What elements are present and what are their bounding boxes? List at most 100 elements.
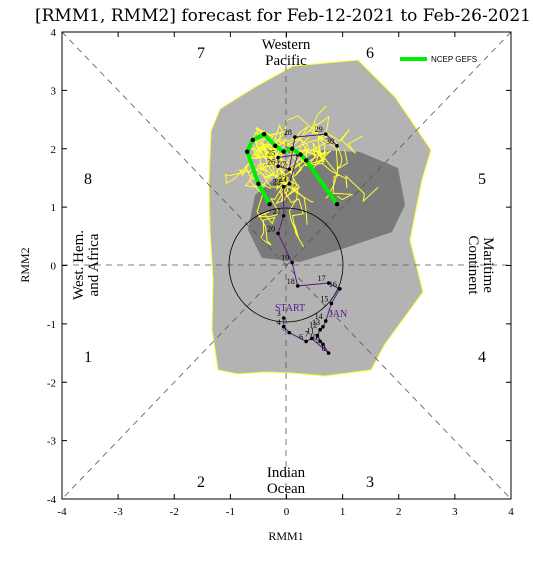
observed-point xyxy=(287,330,292,335)
observed-point xyxy=(335,144,339,148)
observed-point xyxy=(276,164,280,169)
phase-label-5: 5 xyxy=(478,171,486,188)
legend-label: NCEP GEFS xyxy=(431,55,477,64)
ensemble-member-line xyxy=(260,115,363,154)
x-tick-label: -3 xyxy=(114,506,124,518)
observed-point xyxy=(290,260,294,265)
y-tick-label: 1 xyxy=(51,202,57,214)
ensemble-member-line xyxy=(250,144,314,203)
observed-point xyxy=(315,333,320,338)
y-tick-label: 0 xyxy=(51,261,57,273)
region-top-line1: Western xyxy=(262,37,311,53)
phase-label-1: 1 xyxy=(84,349,92,366)
y-tick-label: -3 xyxy=(47,436,57,448)
observed-point xyxy=(281,316,286,320)
observed-day-label: 25 xyxy=(267,149,275,158)
observed-day-label: 9 xyxy=(316,335,320,344)
phase-label-2: 2 xyxy=(197,474,205,491)
observed-day-label: 18 xyxy=(287,277,295,286)
observed-day-label: 27 xyxy=(278,160,286,169)
chart-title: [RMM1, RMM2] forecast for Feb-12-2021 to… xyxy=(35,6,531,26)
region-bottom-line1: Indian xyxy=(267,465,306,481)
phase-label-7: 7 xyxy=(197,45,205,62)
reference-lines xyxy=(61,31,512,500)
x-axis-label: RMM1 xyxy=(268,529,303,543)
phase-label-4: 4 xyxy=(478,349,486,366)
ensemble-mean-point xyxy=(334,202,340,207)
observed-day-label: 26 xyxy=(267,157,275,166)
observed-day-label: 13 xyxy=(312,318,320,327)
ensemble-mean-point xyxy=(289,146,295,151)
observed-day-label: 16 xyxy=(329,280,337,289)
observed-track: 3456789101112131415161718192021222324252… xyxy=(267,125,342,355)
observed-point xyxy=(281,184,286,189)
unit-circle xyxy=(228,207,344,323)
y-tick-label: -1 xyxy=(47,319,56,331)
ensemble-mean-point xyxy=(298,152,303,157)
observed-point xyxy=(321,342,325,347)
ensemble-mean-point xyxy=(303,158,309,163)
observed-point xyxy=(287,167,292,171)
phase-label-3: 3 xyxy=(366,474,374,491)
x-tick-label: -2 xyxy=(170,506,179,518)
y-tick-label: -4 xyxy=(47,494,57,506)
observed-point xyxy=(321,324,325,329)
ensemble-mean-point xyxy=(256,181,261,186)
x-tick-label: 1 xyxy=(340,506,346,518)
observed-day-label: 7 xyxy=(305,329,309,338)
observed-point xyxy=(318,339,322,344)
observed-day-label: 10 xyxy=(309,332,317,341)
observed-point xyxy=(281,214,286,218)
ensemble-member-line xyxy=(248,164,276,246)
observed-point xyxy=(287,181,292,186)
observed-day-label: 5 xyxy=(282,324,286,333)
observed-point xyxy=(326,351,331,355)
observed-day-label: 12 xyxy=(309,321,317,330)
y-tick-label: 4 xyxy=(51,27,57,39)
x-tick-label: 2 xyxy=(396,506,402,518)
plot-area: 3456789101112131415161718192021222324252… xyxy=(61,31,512,500)
observed-day-label: 3 xyxy=(277,309,281,318)
observed-point xyxy=(318,327,322,332)
y-tick-label: 2 xyxy=(51,144,57,156)
ensemble-mean-point xyxy=(250,137,256,143)
observed-point xyxy=(304,339,308,344)
observed-day-label: 11 xyxy=(307,327,315,336)
observed-day-label: 19 xyxy=(281,254,289,263)
ensemble-mean-point xyxy=(273,143,278,149)
phase-label-8: 8 xyxy=(84,171,92,188)
region-left-line2: and Africa xyxy=(86,233,102,296)
observed-point xyxy=(309,336,314,341)
ensemble-mean-track xyxy=(245,131,340,207)
observed-day-label: 30 xyxy=(326,137,334,146)
observed-point xyxy=(326,281,331,285)
ensemble-member-line xyxy=(262,147,299,238)
observed-day-label: 20 xyxy=(267,224,275,233)
observed-point xyxy=(323,319,328,323)
region-left-line1: West. Hem. xyxy=(71,230,87,300)
x-tick-label: 3 xyxy=(452,506,458,518)
observed-day-label: 22 xyxy=(273,178,281,187)
ensemble-mean-point xyxy=(261,131,267,137)
month-label: JAN xyxy=(329,309,347,320)
observed-point xyxy=(338,287,342,291)
observed-point xyxy=(295,284,300,288)
observed-point xyxy=(293,135,297,139)
observed-point xyxy=(323,132,328,136)
observed-day-label: 17 xyxy=(318,274,326,283)
observed-day-label: 21 xyxy=(273,207,281,216)
x-tick-label: 0 xyxy=(284,506,290,518)
ensemble-member-line xyxy=(255,135,276,181)
y-tick-label: -2 xyxy=(47,377,56,389)
observed-day-label: 4 xyxy=(277,318,281,327)
region-bottom-line2: Ocean xyxy=(267,481,306,497)
diagonal-line-2 xyxy=(61,31,512,500)
observed-point xyxy=(329,301,334,306)
observed-point xyxy=(276,155,280,160)
observed-day-label: 15 xyxy=(320,294,328,303)
y-axis-label: RMM2 xyxy=(18,247,32,282)
region-right-line1: Maritime xyxy=(480,237,496,293)
observed-day-label: 29 xyxy=(315,125,323,134)
